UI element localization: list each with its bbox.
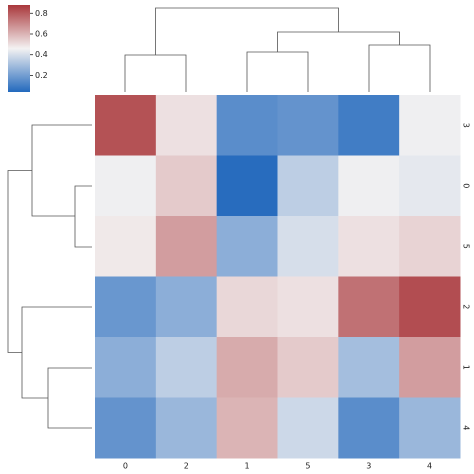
heatmap-cell [399,337,461,398]
heatmap-cell [216,397,278,459]
heatmap-cell [216,95,278,156]
heatmap-cell [399,397,461,459]
heatmap-cell [277,276,339,338]
heatmap-cell [216,155,278,217]
heatmap-cell [95,337,157,398]
heatmap-cell [216,216,278,277]
x-tick-label: 2 [184,462,189,471]
heatmap-cell [155,337,218,398]
heatmap-cell [277,95,339,156]
colorbar-tick-label: 0.6 [35,30,48,39]
colorbar [8,5,30,92]
colorbar-tick-label: 0.2 [35,71,48,80]
x-tick-label: 5 [305,462,310,471]
heatmap-cell [216,337,278,398]
x-tick-label: 0 [123,462,128,471]
heatmap-cell [399,95,461,156]
heatmap-cell [216,276,278,338]
y-tick-label: 3 [462,123,471,128]
heatmap-cell [399,155,461,217]
heatmap-cell [155,397,218,459]
y-tick-label: 1 [462,365,471,370]
heatmap-cell [338,95,400,156]
x-tick-label: 3 [366,462,371,471]
heatmap-cell [95,216,157,277]
heatmap-cell [338,216,400,277]
heatmap-cell [155,155,218,217]
heatmap-cell [277,155,339,217]
heatmap-cell [95,155,157,217]
y-tick-label: 2 [462,304,471,309]
heatmap-cell [155,95,218,156]
heatmap-cell [95,276,157,338]
heatmap-cell [95,397,157,459]
heatmap-cell [155,276,218,338]
row-dendrogram [7,124,92,429]
colorbar-tick-label: 0.8 [35,9,48,18]
x-tick-label: 4 [427,462,432,471]
y-tick-label: 5 [462,244,471,249]
heatmap-cell [277,337,339,398]
heatmap-cell [338,337,400,398]
heatmap-cell [95,95,157,156]
heatmap-cell [399,216,461,277]
heatmap-cell [338,155,400,217]
colorbar-tick-label: 0.4 [35,50,48,59]
heatmap-cell [399,276,461,338]
heatmap-cell [338,397,400,459]
heatmap-cell [338,276,400,338]
y-tick-label: 4 [462,425,471,430]
column-dendrogram [124,7,431,92]
heatmap-cell [277,397,339,459]
heatmap-cell [277,216,339,277]
heatmap-cell [155,216,218,277]
x-tick-label: 1 [245,462,250,471]
y-tick-label: 0 [462,183,471,188]
